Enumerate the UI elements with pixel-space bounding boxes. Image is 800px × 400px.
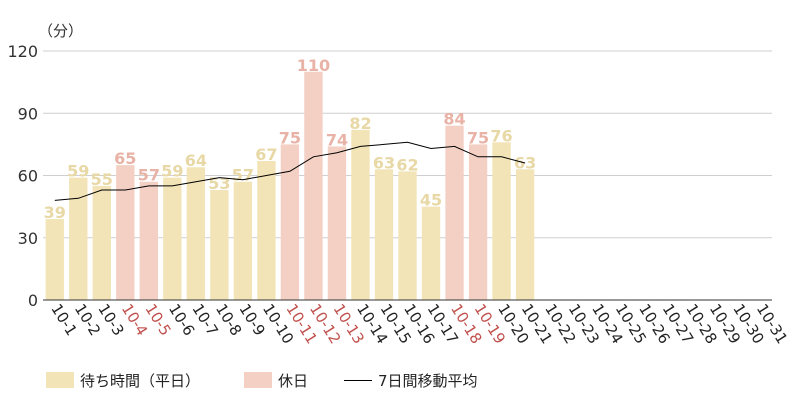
bar-label-10-20: 76 [490, 126, 512, 145]
moving-average-line [54, 141, 526, 201]
bar-10-6 [163, 177, 182, 300]
bar-10-19 [468, 144, 488, 300]
bar-10-9 [233, 181, 253, 300]
bar-label-10-1: 39 [44, 203, 66, 222]
legend-label-average: 7日間移動平均 [378, 371, 478, 390]
bar-10-18 [445, 125, 464, 300]
bar-10-1 [45, 219, 64, 300]
bar-label-10-16: 62 [396, 155, 418, 174]
bar-10-10 [257, 160, 276, 300]
bar-label-10-11: 75 [279, 128, 301, 147]
average-line-swatch [344, 379, 372, 381]
bar-10-7 [186, 167, 206, 300]
bar-10-5 [139, 181, 158, 300]
y-tick-label-0: 0 [28, 291, 38, 310]
bar-10-16 [398, 171, 417, 300]
bar-10-15 [374, 169, 394, 300]
legend-item-average: 7日間移動平均 [344, 366, 478, 394]
bar-10-14 [351, 129, 370, 300]
weekday-swatch [46, 372, 74, 388]
legend-item-holiday: 休日 [244, 366, 308, 394]
bar-label-10-14: 82 [349, 114, 371, 133]
y-tick-label-90: 90 [18, 104, 38, 123]
bar-label-10-7: 64 [185, 151, 207, 170]
bar-label-10-13: 74 [326, 130, 348, 149]
bar-10-17 [421, 206, 441, 300]
bar-label-10-18: 84 [443, 110, 465, 129]
legend: 待ち時間（平日） 休日 7日間移動平均 [0, 366, 800, 394]
legend-item-weekday: 待ち時間（平日） [46, 366, 200, 394]
bar-10-8 [210, 190, 229, 300]
bar-10-12 [304, 71, 323, 300]
bar-label-10-5: 57 [138, 166, 160, 185]
bar-10-20 [492, 142, 511, 300]
bar-label-10-17: 45 [420, 191, 442, 210]
legend-label-holiday: 休日 [278, 371, 309, 390]
bar-label-10-8: 53 [208, 174, 230, 193]
bar-label-10-4: 65 [114, 149, 136, 168]
legend-label-weekday: 待ち時間（平日） [80, 371, 201, 390]
y-axis-unit-label: （分） [38, 22, 83, 40]
bar-10-21 [515, 169, 535, 300]
bars [45, 71, 535, 300]
bar-10-4 [116, 165, 135, 300]
bar-10-3 [92, 185, 111, 300]
bar-10-13 [327, 146, 347, 300]
holiday-swatch [244, 372, 272, 388]
bar-label-10-6: 59 [161, 162, 183, 181]
y-tick-label-60: 60 [18, 167, 38, 186]
bar-label-10-3: 55 [91, 170, 113, 189]
bar-label-10-19: 75 [467, 128, 489, 147]
x-tick-labels: 10-110-210-310-410-510-610-710-810-910-1… [47, 301, 791, 348]
bar-label-10-2: 59 [67, 162, 89, 181]
bar-10-2 [69, 177, 88, 300]
bar-10-11 [280, 144, 300, 300]
bar-label-10-9: 57 [232, 166, 254, 185]
y-tick-label-30: 30 [18, 229, 38, 248]
bar-label-10-15: 63 [373, 153, 395, 172]
bar-label-10-12: 110 [297, 56, 330, 75]
y-tick-labels: 0 30 60 90 120 [7, 42, 38, 310]
y-tick-label-120: 120 [7, 42, 38, 61]
bar-label-10-10: 67 [255, 145, 277, 164]
